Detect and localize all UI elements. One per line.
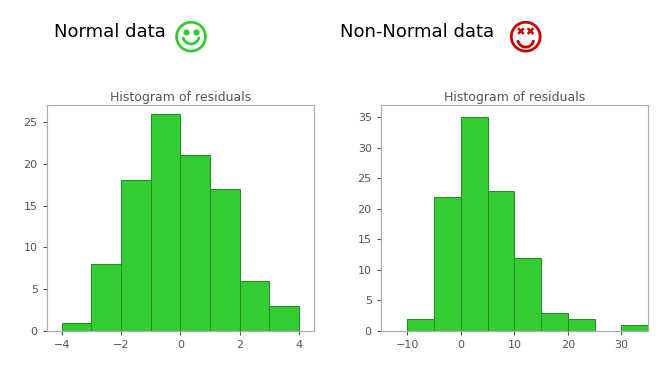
Bar [240, 281, 269, 331]
Title: Histogram of residuals: Histogram of residuals [110, 91, 251, 104]
Bar [92, 264, 121, 331]
Bar [180, 155, 210, 331]
Bar [210, 189, 240, 331]
Bar [568, 319, 595, 331]
Bar [541, 312, 568, 331]
Text: Non-Normal data: Non-Normal data [341, 23, 494, 41]
Bar [269, 306, 299, 331]
Bar [121, 180, 151, 331]
Bar [621, 325, 648, 331]
Bar [461, 117, 488, 331]
Text: Normal data: Normal data [54, 23, 166, 41]
Bar [61, 323, 92, 331]
Title: Histogram of residuals: Histogram of residuals [444, 91, 585, 104]
Bar [407, 319, 434, 331]
Bar [151, 114, 180, 331]
Bar [434, 197, 461, 331]
Bar [488, 191, 514, 331]
Bar [514, 258, 541, 331]
